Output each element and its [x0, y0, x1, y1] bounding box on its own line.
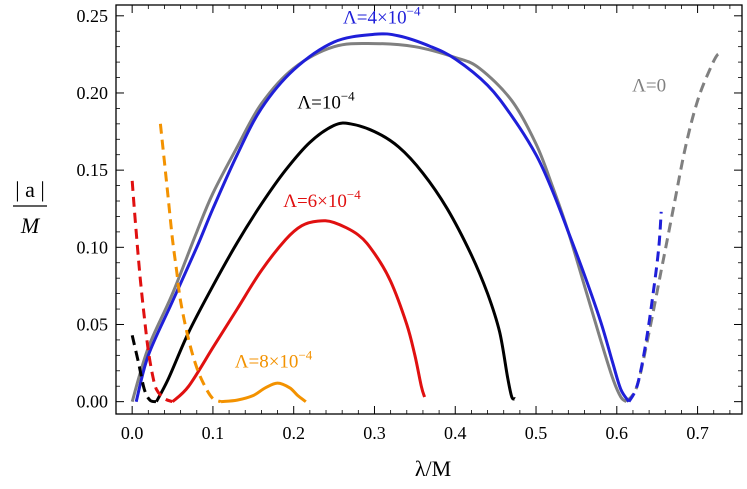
- y-tick-label: 0.20: [77, 83, 109, 103]
- series-0-solid-line: [130, 41, 628, 403]
- series-4-dashed-line: [158, 123, 222, 404]
- plot-frame: [115, 4, 743, 415]
- x-tick-label: 0.3: [363, 423, 386, 443]
- x-tick-label: 0.6: [606, 423, 629, 443]
- y-tick-label: 0.10: [77, 237, 109, 257]
- x-axis-title: λ/M: [415, 456, 451, 481]
- axis-ticks: 0.0 0.1 0.2 0.3 0.4 0.5 0.6 0.7 0.00 0.05 0.10 0.15…: [77, 5, 742, 443]
- y-tick-label: 0.05: [77, 314, 109, 334]
- x-tick-label: 0.0: [121, 423, 144, 443]
- curves: [130, 32, 723, 404]
- x-tick-label: 0.2: [282, 423, 305, 443]
- series-1-dashed-line: [627, 211, 663, 403]
- series-1-solid-line: [134, 32, 631, 403]
- series-4-solid-line: [220, 381, 307, 404]
- x-tick-label: 0.1: [202, 423, 225, 443]
- y-axis-numerator: | a |: [15, 177, 45, 202]
- curve-label: Λ=6×10−4: [283, 187, 361, 212]
- x-tick-label: 0.7: [686, 423, 709, 443]
- series-3-solid-line: [171, 219, 427, 403]
- curve-label: Λ=8×10−4: [235, 348, 313, 373]
- x-tick-label: 0.4: [444, 423, 467, 443]
- x-tick-label: 0.5: [525, 423, 548, 443]
- y-axis-title: | a | M: [13, 177, 47, 238]
- series-3-dashed-line: [130, 180, 174, 404]
- series-0-dashed-line: [625, 52, 723, 403]
- curve-label: Λ=4×10−4: [343, 4, 421, 29]
- curve-labels: Λ=4×10−4 Λ=0 Λ=10−4 Λ=6×10−4 Λ=8×10−4: [235, 4, 666, 373]
- y-axis-denominator: M: [20, 213, 41, 238]
- y-tick-label: 0.25: [77, 6, 109, 26]
- series-2-dashed-line: [130, 334, 157, 404]
- series-2-solid-line: [155, 121, 516, 403]
- y-tick-label: 0.00: [77, 392, 109, 412]
- y-tick-label: 0.15: [77, 160, 109, 180]
- curve-label: Λ=0: [632, 75, 666, 96]
- curve-label: Λ=10−4: [297, 88, 355, 113]
